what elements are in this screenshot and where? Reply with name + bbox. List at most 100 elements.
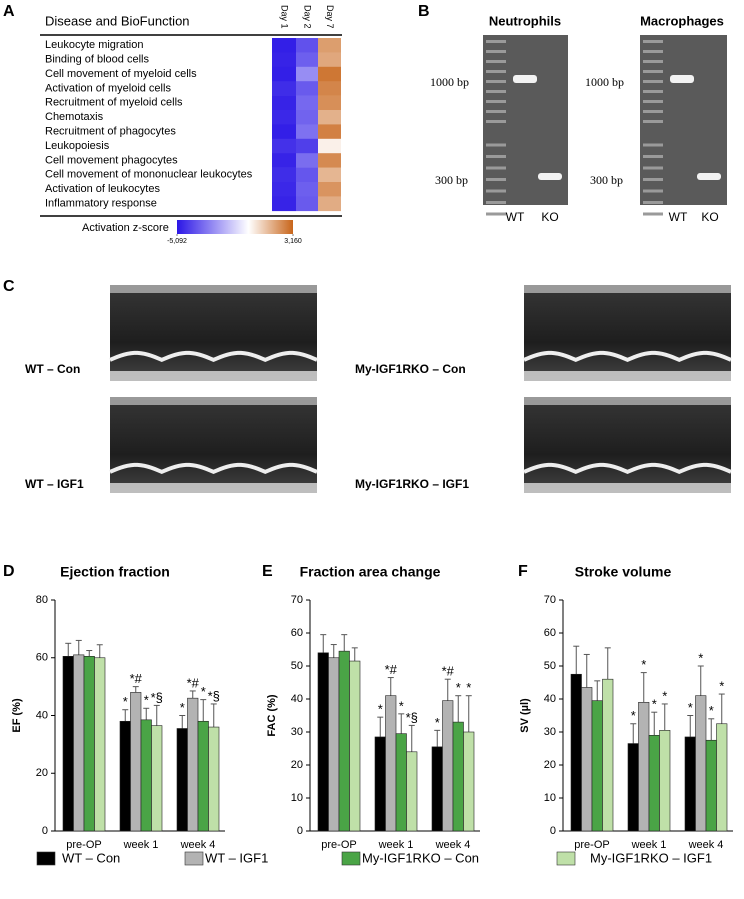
bar [349,660,361,832]
significance-label: *§ [208,688,220,703]
y-tick-label: 20 [36,767,48,779]
heat-cell [296,182,318,197]
bar [406,751,418,832]
y-tick-label: 70 [544,594,556,606]
echo-image [524,285,731,381]
significance-label: *# [385,662,398,677]
bar [119,720,131,832]
marker-label: 300 bp [590,173,623,187]
significance-label: *# [187,675,200,690]
column-header: Day 2 [303,5,313,29]
y-tick-label: 40 [544,693,556,705]
significance-label: * [456,680,461,695]
bar [62,656,74,832]
heat-cell [272,124,296,140]
heat-cell [296,52,318,68]
x-tick-label: pre-OP [66,839,101,851]
heat-cell [318,81,341,96]
echo-top [110,397,317,405]
bar [581,687,593,832]
y-tick-label: 60 [36,652,48,664]
column-header: Day 1 [280,5,290,29]
significance-label: * [180,700,185,715]
heat-cell [296,153,318,168]
lane-label: WT [506,210,525,224]
chart-title: Ejection fraction [60,564,170,580]
ladder-band [643,143,663,147]
heat-cell [296,95,318,111]
bar [94,657,106,832]
heat-cell [272,153,296,168]
y-tick-label: 60 [544,627,556,639]
row-label: Cell movement of myeloid cells [45,68,197,80]
ladder-band [486,100,506,103]
panel-letter: B [418,3,430,20]
bar [638,701,650,832]
bar [151,725,163,832]
ladder-band [486,143,506,147]
echo-label: WT – Con [25,362,80,376]
heat-cell [318,182,341,197]
significance-label: * [378,702,383,717]
legend-label: WT – Con [62,850,120,865]
row-label: Binding of blood cells [45,54,149,66]
echo-wall [523,462,732,475]
row-label: Activation of myeloid cells [45,82,171,94]
row-label: Leukocyte migration [45,39,143,51]
significance-label: * [201,684,206,699]
lane-label: KO [701,210,718,224]
y-tick-label: 10 [544,792,556,804]
band [538,173,562,180]
significance-label: * [641,657,646,672]
ladder-band [486,90,506,93]
ladder-band [486,120,506,123]
y-tick-label: 70 [291,594,303,606]
significance-label: * [144,693,149,708]
bar [463,731,475,832]
heat-cell [296,38,318,53]
ladder-band [486,70,506,73]
significance-label: * [435,715,440,730]
bar [73,654,85,832]
heat-cell [272,196,296,212]
heat-cell [318,110,341,125]
bar [130,692,142,832]
bar [659,730,671,832]
echo-bottom [524,371,731,381]
bar [442,700,454,832]
row-label: Chemotaxis [45,111,104,123]
y-tick-label: 20 [291,759,303,771]
ladder-band [643,50,663,53]
panel-letter: A [3,3,15,20]
y-tick-label: 50 [291,660,303,672]
significance-label: *# [442,664,455,679]
bar [602,678,614,832]
bar [695,695,707,832]
ladder-band [486,110,506,113]
colorbar-tick-label: -5,092 [167,238,187,245]
echo-label: My-IGF1RKO – Con [355,362,466,376]
row-label: Cell movement of mononuclear leukocytes [45,169,253,181]
bar [140,719,152,832]
x-tick-label: pre-OP [574,839,609,851]
echo-label: My-IGF1RKO – IGF1 [355,477,469,491]
ladder-band [643,178,663,181]
marker-label: 1000 bp [430,75,469,89]
ladder-band [643,212,663,216]
legend-swatch [556,851,576,866]
heat-cell [318,124,341,140]
marker-label: 300 bp [435,173,468,187]
significance-label: * [662,688,667,703]
colorbar-tick-label: 3,160 [284,238,302,245]
significance-label: * [466,680,471,695]
gel-title: Neutrophils [489,13,561,28]
y-axis-label: SV (µl) [519,698,531,733]
heat-cell [272,52,296,68]
heat-cell [318,38,341,53]
bar [591,700,603,832]
bar [627,743,639,832]
heat-cell [296,124,318,140]
heat-cell [272,66,296,82]
colorbar-label: Activation z-score [82,222,169,234]
